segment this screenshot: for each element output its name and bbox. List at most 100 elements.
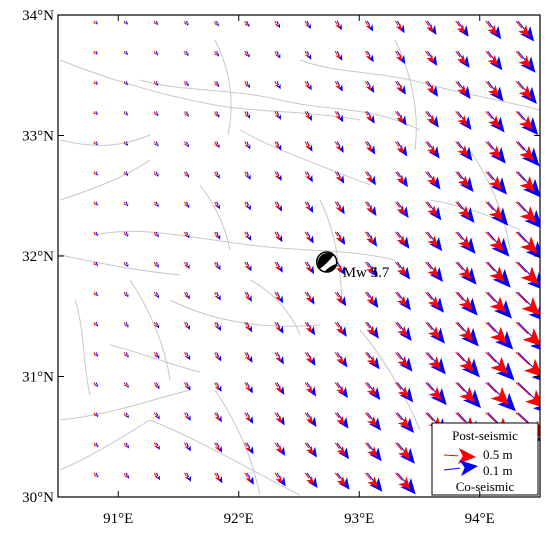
co-seismic-vector [186, 201, 190, 209]
post-seismic-vector [123, 261, 127, 266]
post-seismic-vector [214, 291, 219, 299]
co-seismic-vector [216, 81, 220, 88]
fault-line [359, 329, 421, 431]
post-seismic-vector [334, 141, 341, 151]
post-seismic-vector [153, 261, 157, 267]
post-seismic-vector [455, 261, 472, 280]
post-seismic-vector [153, 171, 157, 176]
post-seismic-vector [304, 472, 314, 485]
fault-line [59, 419, 151, 471]
post-seismic-vector [304, 141, 310, 150]
post-seismic-vector [274, 472, 283, 484]
co-seismic-vector [125, 442, 129, 449]
co-seismic-vector [125, 20, 129, 25]
post-seismic-vector [214, 50, 217, 56]
co-seismic-vector [125, 322, 129, 328]
post-seismic-vector [184, 171, 187, 177]
post-seismic-vector [334, 352, 344, 365]
co-seismic-vector [95, 412, 99, 418]
post-seismic-vector [244, 231, 249, 239]
post-seismic-vector [274, 352, 281, 362]
post-seismic-vector [394, 80, 403, 92]
post-seismic-vector [364, 50, 371, 60]
post-seismic-vector [394, 50, 402, 62]
post-seismic-vector [274, 291, 281, 301]
co-seismic-vector [186, 442, 191, 452]
post-seismic-vector [123, 201, 127, 206]
post-seismic-vector [304, 111, 310, 119]
post-seismic-vector [184, 352, 188, 359]
post-seismic-vector [184, 382, 188, 389]
post-seismic-vector [153, 231, 157, 237]
post-seismic-vector [364, 261, 374, 274]
post-seismic-vector [214, 141, 218, 147]
post-seismic-vector [364, 20, 371, 30]
co-seismic-vector [155, 442, 160, 450]
post-seismic-vector [244, 50, 248, 57]
post-seismic-vector [123, 171, 127, 176]
post-seismic-vector [334, 291, 343, 304]
co-seismic-vector [186, 231, 190, 239]
co-seismic-vector [125, 231, 129, 237]
post-seismic-vector [184, 201, 187, 207]
fault-line [59, 159, 151, 201]
post-seismic-vector [153, 141, 157, 146]
co-seismic-vector [95, 20, 98, 25]
co-seismic-vector [186, 352, 191, 361]
post-seismic-vector [123, 231, 127, 236]
co-seismic-vector [125, 352, 129, 358]
post-seismic-vector [334, 111, 341, 120]
co-seismic-vector [186, 382, 191, 391]
lon-tick-label: 92°E [224, 511, 254, 527]
co-seismic-vector [186, 141, 189, 148]
post-seismic-vector [123, 20, 127, 25]
fault-line [139, 79, 421, 131]
post-seismic-vector [304, 442, 314, 455]
post-seismic-vector [364, 442, 378, 458]
co-seismic-vector [155, 322, 160, 329]
post-seismic-vector [123, 81, 127, 85]
post-seismic-vector [214, 382, 219, 390]
post-seismic-vector [244, 141, 248, 148]
post-seismic-vector [93, 442, 97, 447]
co-seismic-vector [155, 352, 160, 359]
post-seismic-vector [274, 412, 282, 423]
post-seismic-vector [304, 291, 312, 302]
post-seismic-vector [244, 201, 249, 209]
fault-line [214, 39, 232, 136]
co-seismic-vector [246, 20, 250, 28]
post-seismic-vector [153, 472, 158, 479]
epicenter-marker[interactable]: Mw 5.7 [315, 251, 390, 281]
co-seismic-vector [125, 141, 129, 147]
co-seismic-vector [216, 201, 220, 210]
post-seismic-vector [214, 352, 219, 360]
co-seismic-vector [155, 412, 160, 420]
co-seismic-vector [186, 291, 190, 300]
post-seismic-vector [304, 261, 311, 272]
post-seismic-vector [93, 81, 96, 85]
post-seismic-vector [334, 20, 340, 29]
post-seismic-vector [244, 20, 248, 26]
legend-title: Post-seismic [452, 428, 518, 443]
post-seismic-vector [304, 50, 309, 58]
post-seismic-vector [515, 382, 540, 407]
co-seismic-vector [216, 231, 221, 240]
co-seismic-vector [186, 412, 191, 421]
post-seismic-vector [214, 111, 217, 117]
post-seismic-vector [455, 291, 473, 311]
post-seismic-vector [123, 291, 127, 297]
co-seismic-vector [246, 81, 250, 89]
post-seismic-vector [274, 261, 280, 271]
co-seismic-vector [306, 81, 312, 91]
co-seismic-vector [185, 81, 189, 87]
post-seismic-vector [123, 352, 127, 357]
post-seismic-vector [395, 261, 407, 276]
co-seismic-vector [125, 51, 129, 56]
post-seismic-vector [304, 201, 311, 211]
post-seismic-vector [425, 352, 441, 370]
co-seismic-vector [155, 51, 159, 56]
post-seismic-vector [364, 412, 377, 427]
co-seismic-vector [186, 111, 189, 118]
post-seismic-vector [214, 442, 220, 451]
post-seismic-vector [515, 231, 538, 254]
